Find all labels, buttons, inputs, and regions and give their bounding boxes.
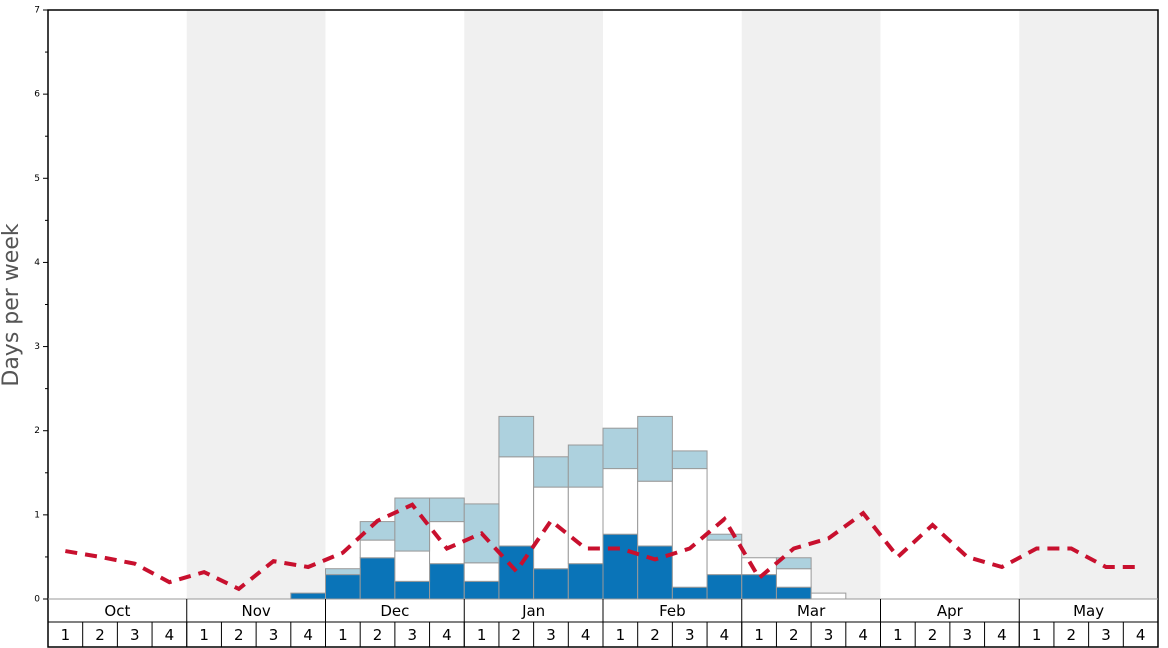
y-tick-label: 0 <box>34 595 40 605</box>
x-tick-label: 1 <box>199 626 209 644</box>
bar-segment <box>706 574 743 600</box>
bar-segment <box>775 586 812 600</box>
bar-segment <box>671 468 708 588</box>
month-shade <box>186 10 326 599</box>
bar-segment <box>602 427 639 470</box>
bar-segment <box>359 557 396 600</box>
x-tick-label: 1 <box>61 626 71 644</box>
x-tick-label: 3 <box>824 626 834 644</box>
bar-segment <box>498 545 535 600</box>
x-tick-label: 2 <box>373 626 383 644</box>
y-tick-label: 5 <box>34 174 40 184</box>
month-label: May <box>1073 602 1104 620</box>
bar-segment <box>671 450 708 470</box>
bar-segment <box>567 563 604 600</box>
bar-segment <box>359 521 396 541</box>
x-tick-label: 3 <box>546 626 556 644</box>
bar-segment <box>637 480 673 547</box>
bar-segment <box>429 497 465 523</box>
x-tick-label: 4 <box>165 626 175 644</box>
x-tick-label: 2 <box>789 626 799 644</box>
bar-segment <box>463 562 500 582</box>
x-tick-label: 1 <box>616 626 626 644</box>
bar-segment <box>567 444 604 488</box>
bar-segment <box>706 539 743 576</box>
month-shade <box>741 10 881 599</box>
y-tick-label: 7 <box>34 6 40 16</box>
y-tick-label: 2 <box>34 426 40 436</box>
x-tick-label: 3 <box>685 626 695 644</box>
x-tick-label: 1 <box>477 626 487 644</box>
x-tick-label: 1 <box>1032 626 1042 644</box>
x-tick-label: 1 <box>754 626 764 644</box>
bar-segment <box>602 533 639 600</box>
bar-segment <box>325 568 361 576</box>
bar-segment <box>429 521 465 565</box>
bar-segment <box>671 586 708 600</box>
bar-segment <box>706 533 743 541</box>
bar-segment <box>394 550 431 582</box>
bar-segment <box>533 456 569 488</box>
bar-segment <box>429 563 465 600</box>
x-tick-label: 4 <box>858 626 868 644</box>
bar-segment <box>637 415 673 482</box>
bar-segment <box>498 456 535 547</box>
bar-segment <box>394 580 431 600</box>
x-tick-label: 2 <box>1067 626 1077 644</box>
x-tick-label: 2 <box>234 626 244 644</box>
bar-segment <box>775 568 812 588</box>
month-label: Oct <box>104 602 130 620</box>
x-tick-label: 2 <box>512 626 522 644</box>
bar-segment <box>533 486 569 570</box>
x-tick-label: 3 <box>1101 626 1111 644</box>
x-tick-label: 4 <box>581 626 591 644</box>
month-label: Feb <box>659 602 686 620</box>
x-tick-label: 3 <box>269 626 279 644</box>
x-tick-label: 1 <box>338 626 348 644</box>
bar-segment <box>498 415 535 458</box>
line-series <box>65 502 1141 592</box>
month-label: Apr <box>937 602 964 620</box>
x-tick-label: 4 <box>1136 626 1146 644</box>
bar-segment <box>290 592 326 600</box>
x-tick-label: 1 <box>893 626 903 644</box>
bar-segment <box>359 539 396 559</box>
y-tick-label: 6 <box>34 90 40 100</box>
bar-segment <box>602 468 639 535</box>
month-label: Dec <box>380 602 409 620</box>
bar-segment <box>567 486 604 565</box>
x-tick-label: 2 <box>95 626 105 644</box>
x-tick-label: 4 <box>303 626 313 644</box>
x-tick-label: 2 <box>650 626 660 644</box>
y-axis-label: Days per week <box>0 223 24 386</box>
x-tick-label: 4 <box>442 626 452 644</box>
bar-segment <box>810 592 847 600</box>
x-tick-label: 4 <box>997 626 1007 644</box>
y-tick-label: 4 <box>34 258 40 268</box>
month-label: Jan <box>521 602 545 620</box>
bar-segment <box>463 580 500 600</box>
bar-segment <box>325 574 361 600</box>
x-tick-label: 2 <box>928 626 938 644</box>
month-label: Nov <box>241 602 270 620</box>
month-shade <box>1019 10 1158 599</box>
bar-segment <box>741 574 777 600</box>
bar-segment <box>533 568 569 600</box>
x-tick-label: 4 <box>720 626 730 644</box>
month-label: Mar <box>797 602 826 620</box>
y-tick-label: 3 <box>34 342 40 352</box>
bar-segment <box>741 557 777 576</box>
x-tick-label: 3 <box>407 626 417 644</box>
x-tick-label: 3 <box>962 626 972 644</box>
x-tick-label: 3 <box>130 626 140 644</box>
y-tick-label: 1 <box>34 510 40 520</box>
